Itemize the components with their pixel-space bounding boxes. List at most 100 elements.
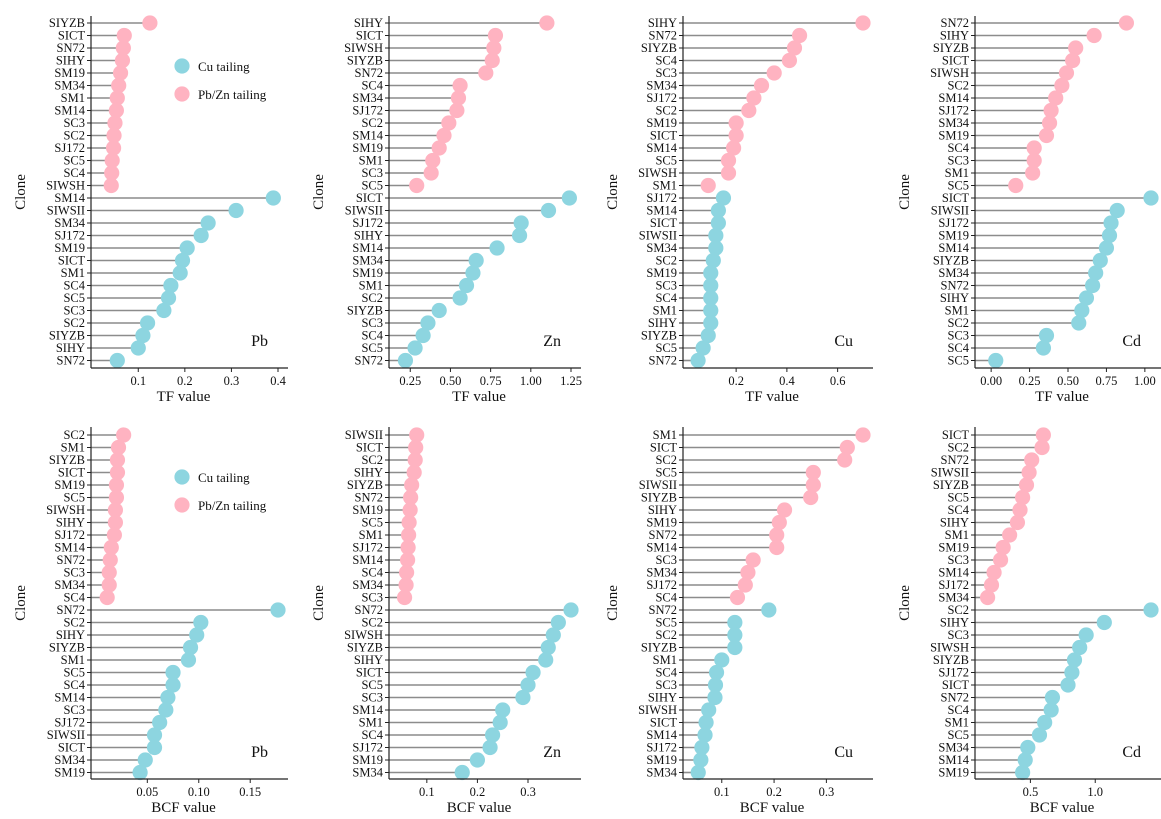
plot-area xyxy=(975,427,1159,781)
clone-label: SICT xyxy=(58,29,85,43)
clone-label: SIWSII xyxy=(931,204,969,218)
point-cu-sc2 xyxy=(139,315,156,331)
point-cu-sc5 xyxy=(165,664,181,681)
clone-label: SC5 xyxy=(947,354,969,368)
point-cu-sm34 xyxy=(708,240,724,256)
clone-label: SICT xyxy=(356,441,383,455)
point-cu-sict xyxy=(710,215,726,231)
legend: Cu tailing Pb/Zn tailing xyxy=(174,469,267,513)
clone-label: SC2 xyxy=(947,441,969,455)
point-cu-sm34 xyxy=(200,215,216,231)
x-tick-label: 0.5 xyxy=(1023,785,1039,799)
clone-label: SC4 xyxy=(63,166,85,180)
point-pbzn-sict xyxy=(116,27,132,44)
clone-label: SC3 xyxy=(63,566,85,580)
clone-label: SN72 xyxy=(355,603,383,617)
point-pbzn-sc4 xyxy=(781,52,798,69)
clone-label: SN72 xyxy=(941,16,969,30)
x-axis-title: TF value xyxy=(1035,389,1089,405)
clone-label: SM14 xyxy=(646,204,677,218)
clone-label: SC5 xyxy=(655,154,677,168)
point-pbzn-sm14 xyxy=(1048,90,1064,106)
plot-area xyxy=(91,427,286,781)
clone-label: SN72 xyxy=(57,553,85,567)
point-cu-sc2 xyxy=(1143,602,1159,618)
panel-pb-bcf: SC2SM1SIYZBSICTSM19SC5SIWSHSIHYSJ172SM14… xyxy=(13,427,288,816)
clone-label: SC2 xyxy=(655,104,677,118)
clone-label: SIWSII xyxy=(931,466,969,480)
x-tick-label: 0.1 xyxy=(419,785,435,799)
clone-label: SM19 xyxy=(352,753,383,767)
y-axis-title: Clone xyxy=(605,174,621,210)
clone-label: SM14 xyxy=(646,728,677,742)
point-pbzn-sj172 xyxy=(737,577,753,593)
x-tick-label: 0.1 xyxy=(130,374,146,388)
point-cu-sm14 xyxy=(1098,240,1115,256)
point-cu-sc5 xyxy=(695,340,711,356)
point-cu-siyzb xyxy=(1092,252,1108,269)
clone-label: SM1 xyxy=(653,304,677,318)
clone-label: SIYZB xyxy=(347,641,383,655)
point-pbzn-sihy xyxy=(539,15,555,31)
clone-label: SC4 xyxy=(361,566,383,580)
clone-label: SM19 xyxy=(352,503,383,517)
clone-label: SC5 xyxy=(63,291,85,305)
point-cu-sm1 xyxy=(703,302,719,319)
point-pbzn-siwsh xyxy=(103,177,119,194)
clone-label: SC3 xyxy=(947,628,969,642)
point-cu-sm19 xyxy=(469,752,486,768)
x-axis-title: TF value xyxy=(452,389,506,405)
point-cu-sict xyxy=(1060,677,1076,693)
plot-area xyxy=(975,15,1159,369)
point-pbzn-sn72 xyxy=(791,27,808,44)
point-pbzn-siwsii xyxy=(805,477,821,493)
point-cu-sm14 xyxy=(1017,752,1033,768)
clone-label: SM14 xyxy=(938,753,969,767)
clone-label: SM19 xyxy=(54,766,85,780)
clone-label: SM19 xyxy=(938,766,969,780)
point-cu-sm1 xyxy=(172,265,188,281)
clone-label: SN72 xyxy=(355,66,383,80)
panel-zn-tf: SIHYSICTSIWSHSIYZBSN72SC4SM34SJ172SC2SM1… xyxy=(311,15,582,405)
clone-label: SM34 xyxy=(938,266,969,280)
point-cu-sm19 xyxy=(693,752,709,768)
point-pbzn-sm19 xyxy=(771,514,787,531)
point-pbzn-siwsii xyxy=(409,427,425,443)
point-cu-siwsii xyxy=(1109,202,1125,219)
x-axis-title: BCF value xyxy=(1030,800,1095,816)
point-pbzn-siyzb xyxy=(109,452,126,468)
point-cu-sn72 xyxy=(690,352,706,369)
clone-label: SC3 xyxy=(655,66,677,80)
clone-label: SC3 xyxy=(655,279,677,293)
point-pbzn-sc3 xyxy=(423,165,439,181)
clone-label: SC2 xyxy=(63,316,85,330)
clone-label: SJ172 xyxy=(938,666,969,680)
clone-label: SC3 xyxy=(63,116,85,130)
point-cu-sm1 xyxy=(1074,302,1090,319)
panel-cd-bcf: SICTSC2SN72SIWSIISIYZBSC5SC4SIHYSM1SM19S… xyxy=(897,427,1161,816)
point-pbzn-sc4 xyxy=(1026,140,1042,156)
clone-label: SM14 xyxy=(352,241,383,255)
clone-label: SC3 xyxy=(655,678,677,692)
point-pbzn-sm14 xyxy=(986,564,1002,581)
x-axis-title: BCF value xyxy=(151,800,216,816)
point-pbzn-sc2 xyxy=(837,452,853,468)
point-pbzn-sihy xyxy=(1086,27,1102,44)
x-tick-label: 0.75 xyxy=(1095,374,1117,388)
point-cu-sc4 xyxy=(703,290,719,306)
point-cu-sj172 xyxy=(715,190,732,206)
point-pbzn-sict xyxy=(1065,52,1081,69)
point-pbzn-sc2 xyxy=(407,452,423,468)
point-pbzn-sc5 xyxy=(1008,177,1024,194)
point-pbzn-sihy xyxy=(107,514,124,531)
clone-label: SC5 xyxy=(63,154,85,168)
point-pbzn-sc3 xyxy=(101,564,117,581)
point-cu-sc2 xyxy=(550,614,566,631)
point-pbzn-sm1 xyxy=(110,439,127,456)
point-pbzn-siyzb xyxy=(786,40,803,56)
x-tick-label: 0.4 xyxy=(779,374,795,388)
clone-label: SIYZB xyxy=(933,653,969,667)
point-cu-sict xyxy=(698,714,714,731)
x-tick-label: 1.25 xyxy=(560,374,582,388)
panel-cd-tf: SN72SIHYSIYZBSICTSIWSHSC2SM14SJ172SM34SM… xyxy=(897,15,1161,405)
